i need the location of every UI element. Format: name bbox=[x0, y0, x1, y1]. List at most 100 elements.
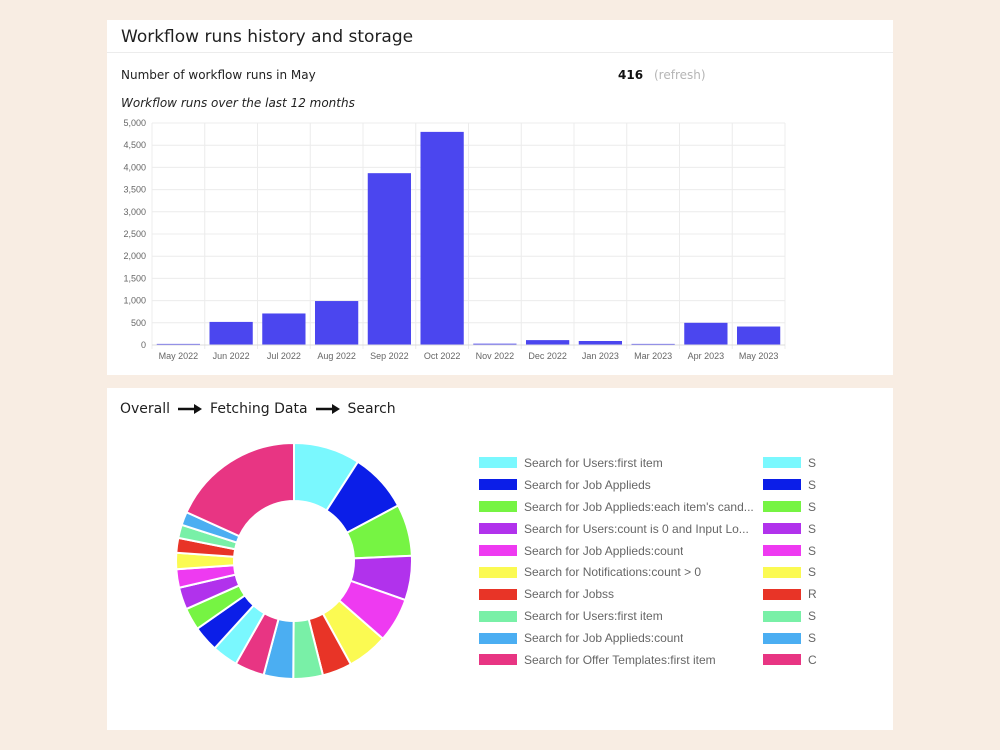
legend-swatch bbox=[763, 654, 801, 666]
legend-item[interactable]: Search for Job Applieds:count bbox=[479, 540, 779, 562]
x-tick-label: Jul 2022 bbox=[267, 351, 301, 361]
search-donut-chart bbox=[175, 441, 413, 681]
y-tick-label: 3,500 bbox=[123, 185, 146, 195]
legend-swatch bbox=[479, 545, 517, 556]
legend-swatch bbox=[479, 654, 517, 666]
legend-swatch bbox=[479, 566, 517, 578]
bar-jan-2023 bbox=[578, 341, 623, 345]
legend-secondary-item[interactable]: C bbox=[763, 649, 863, 671]
bar-may-2022 bbox=[156, 343, 201, 345]
legend-label: Search for Offer Templates:first item bbox=[524, 652, 716, 667]
legend-item[interactable]: Search for Users:count is 0 and Input Lo… bbox=[479, 518, 779, 540]
breadcrumb: Overall Fetching Data Search bbox=[120, 401, 396, 417]
legend-label: Search for Users:first item bbox=[524, 455, 663, 470]
legend-item[interactable]: Search for Job Applieds:each item's cand… bbox=[479, 496, 779, 518]
workflow-history-panel: Workflow runs history and storage Number… bbox=[107, 20, 893, 375]
legend-swatch bbox=[479, 610, 517, 622]
legend-label: Search for Job Applieds:count bbox=[524, 631, 684, 646]
legend-swatch bbox=[763, 588, 801, 600]
legend-label: S bbox=[808, 521, 817, 536]
legend-label: Search for Job Applieds:each item's cand… bbox=[524, 499, 754, 514]
legend-label: Search for Job Applieds:count bbox=[524, 543, 684, 558]
legend-item[interactable]: Search for Notifications:count > 0 bbox=[479, 561, 779, 583]
y-tick-label: 500 bbox=[131, 318, 146, 328]
y-tick-label: 0 bbox=[141, 340, 146, 350]
legend-swatch bbox=[479, 479, 517, 491]
title-divider bbox=[107, 52, 893, 53]
legend-swatch bbox=[763, 566, 801, 578]
legend-secondary-item[interactable]: S bbox=[763, 627, 863, 649]
legend-label: C bbox=[808, 652, 817, 667]
legend-label: Search for Job Applieds bbox=[524, 477, 651, 492]
legend-label: R bbox=[808, 587, 817, 602]
legend-label: S bbox=[808, 477, 817, 492]
bar-nov-2022 bbox=[473, 343, 517, 345]
y-tick-label: 5,000 bbox=[123, 118, 146, 128]
legend-item[interactable]: Search for Users:first item bbox=[479, 452, 779, 474]
legend-swatch bbox=[479, 523, 517, 535]
legend-swatch bbox=[479, 501, 517, 513]
chart-subtitle: Workflow runs over the last 12 months bbox=[121, 96, 355, 110]
y-tick-label: 2,500 bbox=[123, 229, 146, 239]
legend-item[interactable]: Search for Job Applieds:count bbox=[479, 627, 779, 649]
bar-mar-2023 bbox=[631, 343, 675, 345]
refresh-link[interactable]: (refresh) bbox=[654, 68, 706, 82]
x-tick-label: Oct 2022 bbox=[424, 351, 461, 361]
x-tick-label: Aug 2022 bbox=[317, 351, 356, 361]
legend-label: S bbox=[808, 455, 817, 470]
x-tick-label: Dec 2022 bbox=[528, 351, 567, 361]
legend-swatch bbox=[763, 632, 801, 644]
legend-label: Search for Users:first item bbox=[524, 609, 663, 624]
runs-bar-chart: 0 500 1,000 1,500 2,000 2,500 3,000 3,500 4,000 4… bbox=[123, 118, 786, 361]
x-tick-label: Mar 2023 bbox=[634, 351, 672, 361]
legend-secondary-item[interactable]: S bbox=[763, 496, 863, 518]
legend-item[interactable]: Search for Job Applieds bbox=[479, 474, 779, 496]
legend-secondary-item[interactable]: S bbox=[763, 474, 863, 496]
legend-label: Search for Jobss bbox=[524, 587, 615, 602]
legend-item[interactable]: Search for Users:first item bbox=[479, 605, 779, 627]
legend-swatch bbox=[763, 457, 801, 469]
legend-swatch bbox=[763, 523, 801, 535]
bar-apr-2023 bbox=[684, 322, 728, 345]
x-tick-label: Sep 2022 bbox=[370, 351, 409, 361]
bar-may-2023 bbox=[736, 326, 781, 345]
legend-label: S bbox=[808, 631, 817, 646]
legend-item[interactable]: Search for Offer Templates:first item bbox=[479, 649, 779, 671]
bar-dec-2022 bbox=[525, 340, 570, 345]
bar-oct-2022 bbox=[420, 131, 464, 345]
x-tick-label: May 2022 bbox=[159, 351, 199, 361]
legend-secondary-item[interactable]: R bbox=[763, 583, 863, 605]
legend-label: S bbox=[808, 565, 817, 580]
bar-sep-2022 bbox=[367, 173, 412, 345]
legend-swatch bbox=[763, 501, 801, 513]
breadcrumb-overall[interactable]: Overall bbox=[120, 401, 171, 417]
x-tick-label: Jan 2023 bbox=[582, 351, 619, 361]
y-tick-label: 2,000 bbox=[123, 251, 146, 261]
donut-legend: Search for Users:first item Search for Jo… bbox=[479, 452, 779, 671]
breadcrumb-fetching-data[interactable]: Fetching Data bbox=[210, 401, 308, 417]
y-tick-label: 1,500 bbox=[123, 273, 146, 283]
legend-secondary-item[interactable]: S bbox=[763, 540, 863, 562]
runs-count-label: Number of workflow runs in May bbox=[121, 68, 316, 82]
search-breakdown-panel: Overall Fetching Data Search Search for … bbox=[107, 388, 893, 730]
x-tick-label: Nov 2022 bbox=[476, 351, 515, 361]
y-tick-label: 3,000 bbox=[123, 207, 146, 217]
x-tick-label: Apr 2023 bbox=[688, 351, 725, 361]
legend-secondary-item[interactable]: S bbox=[763, 605, 863, 627]
legend-label: S bbox=[808, 543, 817, 558]
legend-secondary-item[interactable]: S bbox=[763, 518, 863, 540]
donut-slice-20 bbox=[185, 441, 295, 538]
y-tick-label: 4,500 bbox=[123, 140, 146, 150]
legend-label: S bbox=[808, 499, 817, 514]
long-arrow-right-icon bbox=[178, 404, 203, 414]
bar-jun-2022 bbox=[209, 321, 253, 345]
legend-secondary-item[interactable]: S bbox=[763, 561, 863, 583]
legend-swatch bbox=[479, 588, 517, 600]
legend-item[interactable]: Search for Jobss bbox=[479, 583, 779, 605]
bar-aug-2022 bbox=[314, 301, 359, 345]
legend-secondary-item[interactable]: S bbox=[763, 452, 863, 474]
legend-swatch bbox=[763, 610, 801, 622]
legend-label: S bbox=[808, 609, 817, 624]
legend-swatch bbox=[763, 479, 801, 491]
